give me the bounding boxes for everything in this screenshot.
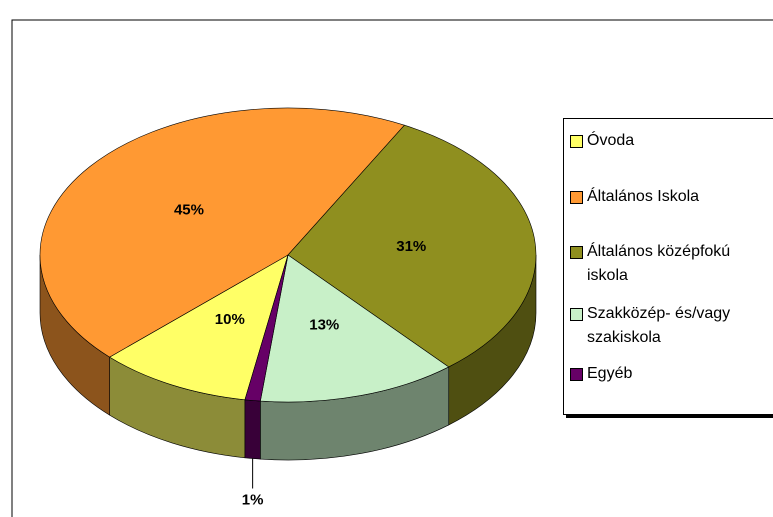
legend-swatch xyxy=(570,135,583,148)
pie-slice xyxy=(109,254,289,401)
legend-item: Óvoda xyxy=(570,129,770,153)
data-label: 31% xyxy=(396,238,426,255)
legend-label: Általános Iskola xyxy=(587,188,700,205)
data-label: 10% xyxy=(215,311,245,328)
pie-slice xyxy=(39,107,405,358)
data-label: 1% xyxy=(242,491,264,508)
legend-swatch xyxy=(570,246,583,259)
legend: Óvoda Általános Iskola Általános középfokú… xyxy=(563,118,773,415)
pie-side xyxy=(244,399,261,460)
legend-label: Szakközép- és/vagy szakiskola xyxy=(587,305,731,346)
pie-slice xyxy=(287,124,537,368)
legend-item: Általános középfokú iskola xyxy=(570,240,770,288)
data-labels: 10% 45% 31% 13% 1% xyxy=(174,202,426,509)
legend-label: Egyéb xyxy=(587,365,633,382)
data-label: 45% xyxy=(174,202,204,219)
legend-item: Általános Iskola xyxy=(570,185,770,209)
legend-label: Óvoda xyxy=(587,132,635,149)
legend-swatch xyxy=(570,308,583,321)
pie-slice xyxy=(259,254,450,403)
legend-swatch xyxy=(570,368,583,381)
pie-sides xyxy=(39,254,537,461)
legend-swatch xyxy=(570,191,583,204)
pie-tops xyxy=(39,107,537,403)
legend-label: Általános középfokú iskola xyxy=(587,243,731,284)
data-label: 13% xyxy=(309,316,339,333)
pie-slice xyxy=(244,254,289,402)
legend-item: Egyéb xyxy=(570,362,770,386)
legend-item: Szakközép- és/vagy szakiskola xyxy=(570,302,770,350)
